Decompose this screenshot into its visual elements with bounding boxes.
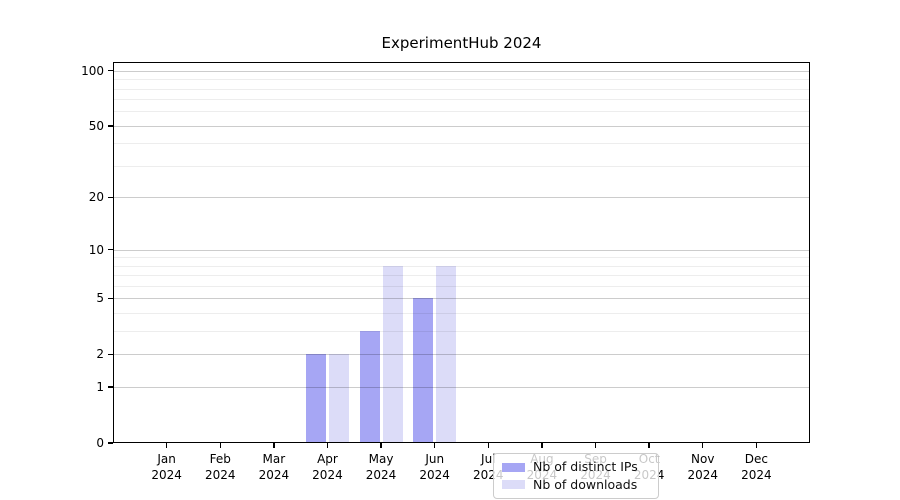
x-tick-jul <box>487 443 489 448</box>
x-tick-jan <box>165 443 168 448</box>
gridline-minor-60 <box>113 111 810 113</box>
legend-row-downloads: Nb of downloads <box>502 478 650 492</box>
gridline-minor-8 <box>113 265 810 267</box>
y-tick-label-1: 1 <box>96 380 104 395</box>
bar-nb-of-downloads-jun <box>436 265 457 443</box>
y-tick-label-0: 0 <box>96 436 104 450</box>
x-tick-dec <box>755 443 758 448</box>
x-tick-label-jun: Jun 2024 <box>419 452 450 482</box>
bar-nb-of-downloads-may <box>382 265 403 443</box>
legend-label-downloads: Nb of downloads <box>533 477 638 492</box>
x-tick-label-feb: Feb 2024 <box>204 452 236 482</box>
gridline-minor-80 <box>113 88 810 90</box>
gridline-major-5 <box>113 298 810 300</box>
y-tick-100 <box>108 69 113 72</box>
y-tick-label-20: 20 <box>88 190 104 205</box>
gridline-minor-7 <box>113 275 810 277</box>
gridline-major-1 <box>113 387 810 389</box>
y-tick-2 <box>108 353 113 356</box>
gridline-minor-3 <box>113 331 810 333</box>
bar-nb-of-distinct-ips-jun <box>413 298 434 443</box>
gridline-minor-4 <box>113 313 810 315</box>
y-tick-50 <box>108 125 113 127</box>
gridline-major-20 <box>113 197 810 199</box>
gridline-major-2 <box>113 354 810 356</box>
x-tick-label-mar: Mar 2024 <box>258 452 290 482</box>
x-tick-mar <box>273 443 275 448</box>
bar-nb-of-downloads-apr <box>328 354 349 443</box>
x-tick-sep <box>594 443 597 448</box>
x-tick-may <box>380 443 382 448</box>
x-tick-feb <box>219 443 221 448</box>
y-tick-label-100: 100 <box>81 63 104 78</box>
gridlines-layer <box>113 62 810 443</box>
chart-title: ExperimentHub 2024 <box>381 34 542 52</box>
gridline-minor-40 <box>113 143 810 145</box>
legend-swatch-distinct-ips <box>502 462 525 472</box>
y-tick-label-2: 2 <box>96 347 104 362</box>
x-tick-label-dec: Dec 2024 <box>741 452 772 482</box>
gridline-major-50 <box>113 125 810 127</box>
gridline-minor-30 <box>113 165 810 167</box>
plot-area: Nb of distinct IPs Nb of downloads <box>113 62 810 499</box>
x-tick-label-jan: Jan 2024 <box>151 452 182 482</box>
bar-nb-of-distinct-ips-apr <box>305 354 326 443</box>
x-tick-label-nov: Nov 2024 <box>687 452 719 482</box>
y-tick-10 <box>108 248 113 251</box>
gridline-minor-9 <box>113 257 810 259</box>
gridline-minor-70 <box>113 99 810 101</box>
x-tick-apr <box>326 443 329 448</box>
legend-row-distinct-ips: Nb of distinct IPs <box>502 460 650 474</box>
x-tick-nov <box>702 443 704 448</box>
y-tick-0 <box>108 442 113 444</box>
legend-swatch-downloads <box>502 480 525 490</box>
x-tick-label-may: May 2024 <box>365 452 397 482</box>
legend: Nb of distinct IPs Nb of downloads <box>493 453 659 499</box>
bar-nb-of-distinct-ips-may <box>359 331 380 443</box>
gridline-major-10 <box>113 249 810 251</box>
x-tick-label-apr: Apr 2024 <box>312 452 343 482</box>
gridline-major-100 <box>113 70 810 72</box>
bars-layer <box>113 62 810 443</box>
legend-label-distinct-ips: Nb of distinct IPs <box>533 459 638 475</box>
gridline-minor-6 <box>113 286 810 288</box>
y-tick-1 <box>108 386 113 388</box>
y-tick-5 <box>108 297 113 300</box>
y-tick-label-5: 5 <box>96 291 104 306</box>
gridline-minor-90 <box>113 79 810 81</box>
x-tick-oct <box>648 443 650 448</box>
y-tick-label-50: 50 <box>88 118 104 133</box>
x-tick-aug <box>541 443 543 448</box>
y-tick-20 <box>108 196 113 199</box>
y-tick-label-10: 10 <box>88 242 104 257</box>
x-tick-jun <box>433 443 436 448</box>
